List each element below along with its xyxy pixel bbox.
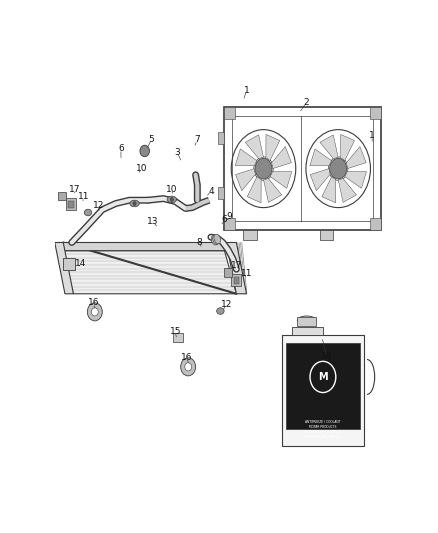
Polygon shape: [247, 176, 261, 203]
Bar: [68, 201, 74, 207]
Bar: [282, 335, 364, 446]
Text: 3: 3: [174, 148, 180, 157]
Text: 6: 6: [222, 215, 227, 224]
Polygon shape: [266, 134, 280, 161]
Ellipse shape: [84, 209, 92, 216]
Ellipse shape: [297, 316, 316, 325]
Text: 9: 9: [227, 212, 233, 221]
Circle shape: [181, 358, 196, 376]
Circle shape: [133, 201, 136, 206]
Text: 17: 17: [69, 184, 81, 193]
Ellipse shape: [211, 236, 218, 245]
Text: FOR BEST AND WINTER: FOR BEST AND WINTER: [306, 434, 340, 439]
Bar: [219, 132, 224, 144]
Polygon shape: [322, 176, 336, 203]
Bar: [371, 107, 381, 119]
Bar: [66, 198, 76, 211]
Text: 1: 1: [369, 131, 375, 140]
Text: 18: 18: [321, 352, 332, 361]
Text: ANTIFREEZE / COOLANT: ANTIFREEZE / COOLANT: [305, 420, 341, 424]
Text: MOPAR PRODUCTS: MOPAR PRODUCTS: [309, 425, 337, 429]
Text: 8: 8: [196, 238, 202, 247]
Polygon shape: [61, 251, 237, 294]
Circle shape: [87, 303, 102, 321]
Ellipse shape: [130, 200, 139, 207]
Text: 2: 2: [303, 99, 309, 108]
Text: 10: 10: [166, 184, 178, 193]
Circle shape: [170, 197, 173, 201]
Text: 17: 17: [230, 261, 242, 270]
Bar: [231, 274, 241, 286]
Text: M: M: [318, 372, 328, 382]
Bar: [63, 259, 75, 270]
Polygon shape: [310, 168, 330, 191]
Text: 6: 6: [118, 144, 124, 154]
Bar: [286, 343, 360, 429]
Bar: [224, 268, 232, 277]
Text: 4: 4: [208, 187, 214, 196]
Circle shape: [140, 145, 149, 157]
Bar: [371, 218, 381, 230]
Polygon shape: [341, 134, 354, 161]
Text: 16: 16: [181, 353, 193, 362]
Polygon shape: [270, 172, 292, 188]
Bar: [224, 107, 381, 230]
Text: 10: 10: [135, 164, 147, 173]
Polygon shape: [236, 168, 256, 191]
Bar: [320, 230, 333, 240]
Text: 11: 11: [241, 269, 252, 278]
Ellipse shape: [167, 196, 177, 203]
Bar: [297, 317, 316, 326]
Polygon shape: [310, 149, 332, 166]
Ellipse shape: [217, 308, 224, 314]
Circle shape: [330, 158, 346, 179]
Polygon shape: [346, 147, 366, 168]
Text: 12: 12: [93, 200, 105, 209]
Text: 14: 14: [74, 259, 86, 268]
Text: 1: 1: [244, 86, 249, 95]
Text: 5: 5: [148, 135, 154, 144]
Bar: [58, 192, 66, 200]
Bar: [224, 218, 235, 230]
Bar: [232, 116, 373, 221]
Polygon shape: [226, 243, 247, 294]
Text: 11: 11: [78, 192, 89, 201]
Ellipse shape: [214, 234, 221, 244]
Text: 15: 15: [170, 327, 181, 336]
Text: 12: 12: [220, 300, 232, 309]
Polygon shape: [338, 178, 357, 203]
Bar: [219, 187, 224, 199]
Circle shape: [310, 361, 336, 392]
Polygon shape: [55, 243, 74, 294]
Polygon shape: [264, 178, 282, 203]
Bar: [243, 230, 257, 240]
Circle shape: [185, 363, 191, 371]
Polygon shape: [345, 172, 367, 188]
Polygon shape: [235, 149, 257, 166]
Text: 7: 7: [194, 135, 200, 144]
Bar: [173, 333, 183, 342]
Text: 16: 16: [88, 298, 99, 308]
Circle shape: [92, 308, 98, 316]
Ellipse shape: [212, 235, 219, 245]
Text: 13: 13: [148, 217, 159, 227]
Polygon shape: [272, 147, 291, 168]
Polygon shape: [320, 135, 338, 159]
Bar: [224, 107, 235, 119]
Bar: [293, 327, 323, 335]
Bar: [233, 277, 239, 284]
Polygon shape: [61, 243, 226, 251]
Circle shape: [255, 158, 272, 179]
Polygon shape: [245, 135, 264, 159]
Text: & CHRYSLER GROUP LLC: & CHRYSLER GROUP LLC: [305, 430, 341, 434]
